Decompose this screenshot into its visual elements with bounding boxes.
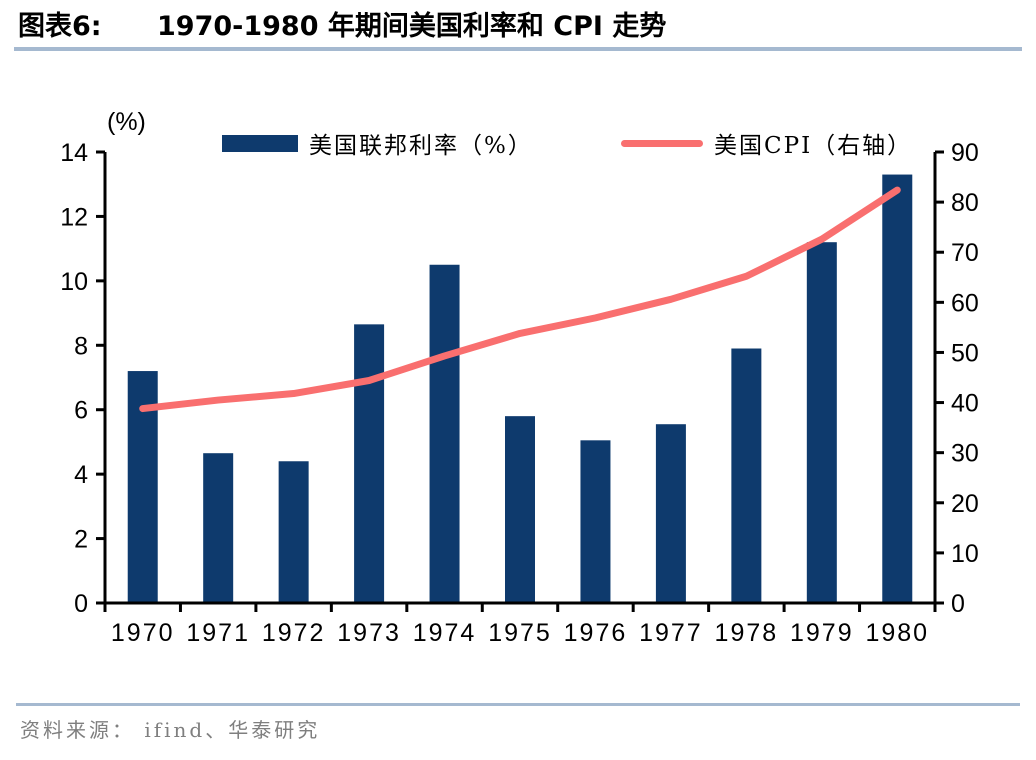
bar-1971	[203, 453, 234, 603]
svg-text:1974: 1974	[413, 619, 477, 647]
bar-1978	[731, 348, 762, 603]
svg-text:40: 40	[951, 390, 979, 418]
legend-item-cpi: 美国CPI（右轴）	[621, 128, 913, 159]
svg-text:1976: 1976	[564, 619, 628, 647]
title-divider	[14, 47, 1022, 51]
svg-text:1977: 1977	[639, 619, 703, 647]
bar-1975	[505, 416, 535, 603]
svg-text:12: 12	[60, 203, 88, 231]
svg-text:90: 90	[951, 139, 979, 167]
source-prefix: 资料来源：	[20, 718, 135, 742]
bar-1973	[354, 324, 385, 603]
cpi-line	[139, 186, 901, 413]
axes	[96, 150, 944, 612]
bar-1977	[655, 424, 686, 603]
bar-1980	[882, 174, 913, 604]
svg-text:8: 8	[74, 332, 88, 360]
legend-item-fed-rate: 美国联邦利率（%）	[222, 128, 533, 159]
svg-text:14: 14	[60, 139, 88, 167]
svg-text:1975: 1975	[488, 619, 552, 647]
right-axis-labels: 0 10 20 30 40 50 60 70 80 90	[951, 139, 979, 618]
svg-text:1978: 1978	[715, 619, 779, 647]
svg-text:1979: 1979	[790, 619, 854, 647]
svg-text:80: 80	[951, 189, 979, 217]
bar-1979	[806, 242, 837, 603]
legend-bar-swatch	[222, 134, 298, 152]
svg-text:60: 60	[951, 289, 979, 317]
svg-text:10: 10	[60, 268, 88, 296]
svg-text:1973: 1973	[337, 619, 401, 647]
svg-text:2: 2	[74, 526, 88, 554]
bar-series	[127, 174, 913, 604]
left-axis-unit-label: (%)	[107, 108, 146, 136]
legend-label-fed-rate: 美国联邦利率（%）	[309, 133, 533, 159]
svg-text:20: 20	[951, 490, 979, 518]
source-line: 资料来源： ifind、华泰研究	[20, 714, 320, 743]
svg-text:4: 4	[74, 461, 88, 489]
svg-text:10: 10	[951, 540, 979, 568]
bar-1976	[580, 440, 611, 603]
svg-text:1971: 1971	[186, 619, 250, 647]
bar-1972	[278, 461, 309, 603]
figure-title: 图表6: 1970-1980 年期间美国利率和 CPI 走势	[18, 10, 1022, 44]
x-axis-labels: 1970 1971 1972 1973 1974 1975 1976 1977 1978 1979…	[111, 619, 929, 647]
legend-label-cpi: 美国CPI（右轴）	[714, 133, 913, 159]
svg-text:70: 70	[951, 239, 979, 267]
figure-number-label: 图表6:	[18, 11, 102, 42]
svg-text:1970: 1970	[111, 619, 175, 647]
svg-text:1980: 1980	[865, 619, 929, 647]
svg-text:0: 0	[74, 590, 88, 618]
svg-text:1972: 1972	[262, 619, 326, 647]
legend-line-swatch	[621, 139, 703, 147]
svg-text:0: 0	[951, 590, 965, 618]
left-axis-labels: 0 2 4 6 8 10 12 14	[60, 139, 88, 618]
source-text: ifind、华泰研究	[144, 718, 321, 742]
svg-text:30: 30	[951, 440, 979, 468]
figure-title-text: 1970-1980 年期间美国利率和 CPI 走势	[157, 11, 667, 42]
bar-1974	[429, 264, 460, 603]
svg-text:50: 50	[951, 339, 979, 367]
footer-divider	[16, 703, 1020, 706]
svg-text:6: 6	[74, 397, 88, 425]
